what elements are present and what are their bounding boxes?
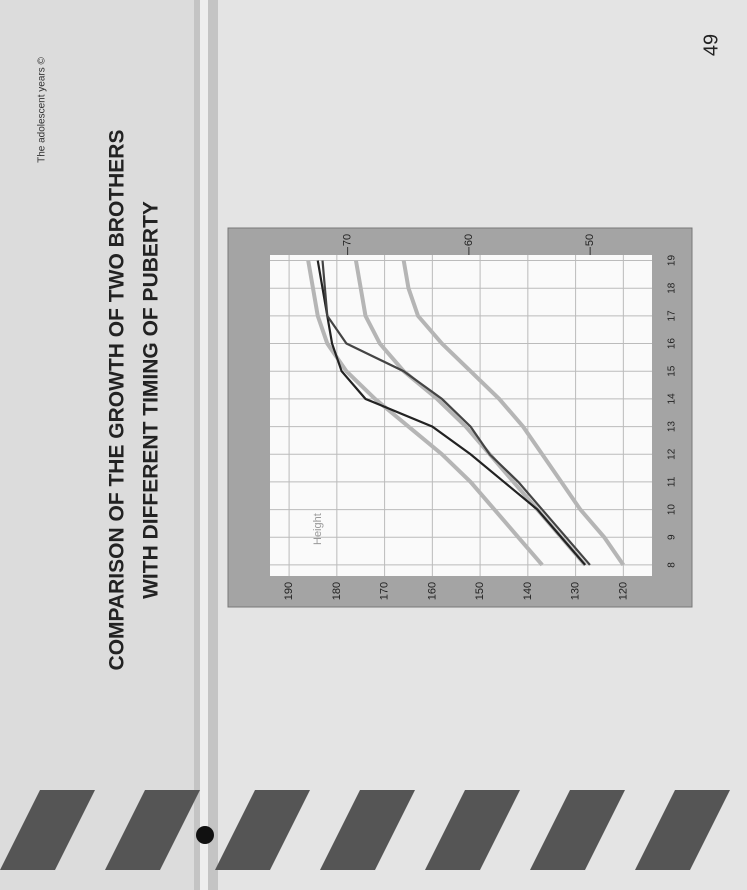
rail-knob (196, 826, 214, 844)
y-tick-label: 150 (474, 582, 486, 600)
series-line (306, 260, 544, 567)
x-tick-label: 11 (667, 476, 678, 487)
y2-tick-label: 70 (342, 234, 354, 246)
ribbon-decoration (0, 790, 730, 870)
y2-tick-label: 50 (584, 234, 596, 246)
page-number: 49 (700, 34, 722, 56)
x-tick-label: 15 (667, 365, 678, 377)
y-tick-label: 120 (617, 582, 629, 600)
y-tick-label: 140 (522, 582, 534, 600)
y-tick-label: 190 (283, 582, 295, 600)
x-tick-label: 12 (667, 448, 678, 460)
x-tick-label: 16 (667, 338, 678, 350)
rail-highlight (200, 0, 208, 890)
watermark: The adolescent years © (37, 56, 48, 162)
x-tick-label: 13 (667, 421, 678, 433)
title-line: COMPARISON OF THE GROWTH OF TWO BROTHERS (106, 130, 129, 671)
x-tick-label: 18 (667, 282, 678, 294)
y-tick-label: 180 (331, 582, 343, 600)
y-tick-label: 160 (426, 582, 438, 600)
series-line (401, 260, 625, 567)
x-tick-label: 17 (667, 310, 678, 322)
header-area (0, 0, 195, 890)
plot-area (270, 255, 652, 576)
x-tick-label: 9 (667, 534, 678, 540)
y-tick-label: 130 (570, 582, 582, 600)
x-tick-label: 14 (667, 393, 678, 405)
series-line (321, 260, 591, 566)
x-tick-label: 19 (667, 255, 678, 267)
title-line: WITH DIFFERENT TIMING OF PUBERTY (140, 201, 163, 599)
y-tick-label: 170 (379, 582, 391, 600)
x-tick-label: 10 (667, 504, 678, 516)
x-tick-label: 8 (667, 562, 678, 568)
annotation: Height (312, 513, 324, 545)
y2-tick-label: 60 (463, 234, 475, 246)
